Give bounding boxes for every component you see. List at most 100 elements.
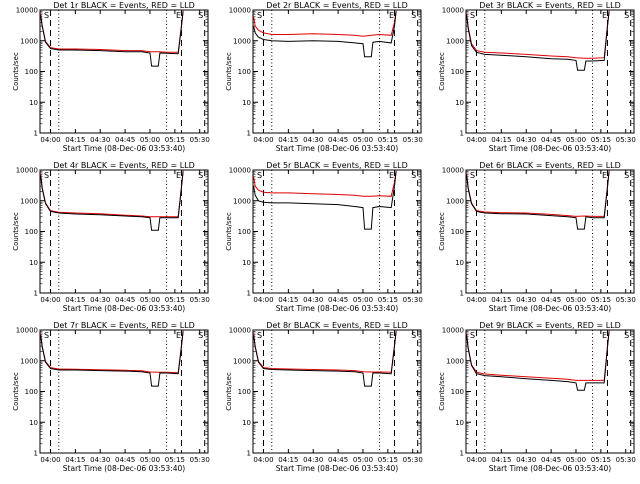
y-tick-label: 10 xyxy=(242,419,251,427)
series-lld-line xyxy=(466,10,610,59)
x-tick-label: 04:30 xyxy=(516,456,536,464)
chart-title: Det 1r BLACK = Events, RED = LLD xyxy=(53,1,195,10)
y-tick-label: 1 xyxy=(247,130,251,138)
chart-title: Det 8r BLACK = Events, RED = LLD xyxy=(266,321,408,330)
x-axis-label: Start Time (08-Dec-06 03:53:40) xyxy=(276,304,398,313)
y-tick-label: 100 xyxy=(238,68,251,76)
corner-label: S xyxy=(198,331,203,340)
chart-panel-9: Det 9r BLACK = Events, RED = LLD 1 10 100 10… xyxy=(438,321,636,473)
corner-label: S xyxy=(470,171,475,180)
x-tick-label: 04:15 xyxy=(65,136,85,144)
y-tick-label: 10000 xyxy=(229,327,251,335)
x-tick-label: 05:15 xyxy=(591,456,611,464)
chart-panel-6: Det 6r BLACK = Events, RED = LLD 1 10 100 10… xyxy=(438,161,636,313)
y-tick-label: 10 xyxy=(455,259,464,267)
corner-label: E xyxy=(602,11,607,20)
y-tick-label: 100 xyxy=(451,228,464,236)
x-tick-label: 05:00 xyxy=(140,296,160,304)
chart-panel-1: Det 1r BLACK = Events, RED = LLD 1 10 100 10… xyxy=(12,1,210,153)
x-tick-label: 05:00 xyxy=(140,136,160,144)
y-tick-label: 100 xyxy=(25,388,38,396)
chart-panel-5: Det 5r BLACK = Events, RED = LLD 1 10 100 10… xyxy=(225,161,423,313)
corner-label: S xyxy=(470,11,475,20)
x-tick-label: 04:00 xyxy=(466,456,486,464)
plot-frame xyxy=(252,9,422,134)
corner-label: S xyxy=(624,171,629,180)
plot-frame xyxy=(39,169,209,294)
x-tick-label: 04:00 xyxy=(40,136,60,144)
chart-title: Det 7r BLACK = Events, RED = LLD xyxy=(53,321,195,330)
y-tick-label: 1 xyxy=(460,290,464,298)
x-tick-label: 05:30 xyxy=(190,456,210,464)
x-tick-label: 05:30 xyxy=(403,296,423,304)
x-tick-label: 04:30 xyxy=(90,456,110,464)
x-tick-label: 04:30 xyxy=(516,136,536,144)
x-tick-label: 05:15 xyxy=(378,296,398,304)
x-tick-label: 05:30 xyxy=(616,456,636,464)
corner-label: S xyxy=(198,11,203,20)
chart-title: Det 2r BLACK = Events, RED = LLD xyxy=(266,1,408,10)
x-tick-label: 04:30 xyxy=(303,136,323,144)
y-tick-label: 1000 xyxy=(446,197,464,205)
y-tick-label: 1 xyxy=(34,450,38,458)
series-lld-line xyxy=(253,170,397,197)
x-axis-label: Start Time (08-Dec-06 03:53:40) xyxy=(489,144,611,153)
corner-label: S xyxy=(411,171,416,180)
x-tick-label: 04:45 xyxy=(328,456,348,464)
x-tick-label: 04:00 xyxy=(466,136,486,144)
series-events-line xyxy=(253,331,397,387)
series-lld-line xyxy=(253,330,397,373)
y-tick-label: 1000 xyxy=(233,197,251,205)
y-tick-label: 1 xyxy=(247,450,251,458)
y-tick-label: 100 xyxy=(238,228,251,236)
corner-label: S xyxy=(198,171,203,180)
x-tick-label: 04:15 xyxy=(278,296,298,304)
y-tick-label: 10000 xyxy=(229,7,251,15)
x-tick-label: 04:15 xyxy=(65,456,85,464)
x-tick-label: 04:45 xyxy=(541,296,561,304)
y-axis-label: Counts/sec xyxy=(438,212,446,251)
y-tick-label: 1 xyxy=(460,130,464,138)
x-tick-label: 04:45 xyxy=(115,136,135,144)
corner-label: S xyxy=(44,11,49,20)
corner-label: E xyxy=(602,331,607,340)
y-tick-label: 1000 xyxy=(20,357,38,365)
x-axis-label: Start Time (08-Dec-06 03:53:40) xyxy=(276,144,398,153)
series-events-line xyxy=(466,11,610,71)
plot-frame xyxy=(465,329,635,454)
y-tick-label: 1 xyxy=(247,290,251,298)
x-tick-label: 05:00 xyxy=(566,296,586,304)
x-tick-label: 04:00 xyxy=(40,296,60,304)
x-tick-label: 04:45 xyxy=(541,456,561,464)
y-tick-label: 10 xyxy=(29,419,38,427)
y-tick-label: 1000 xyxy=(20,37,38,45)
x-tick-label: 05:30 xyxy=(403,136,423,144)
y-tick-label: 1 xyxy=(34,290,38,298)
x-tick-label: 04:30 xyxy=(90,136,110,144)
series-lld-line xyxy=(40,10,184,53)
corner-label: S xyxy=(257,171,262,180)
series-lld-line xyxy=(40,170,184,218)
y-tick-label: 1000 xyxy=(233,37,251,45)
y-tick-label: 10000 xyxy=(16,327,38,335)
series-lld-line xyxy=(253,10,397,37)
y-tick-label: 100 xyxy=(238,388,251,396)
x-tick-label: 04:45 xyxy=(541,136,561,144)
plot-frame xyxy=(39,329,209,454)
y-tick-label: 100 xyxy=(451,388,464,396)
chart-title: Det 3r BLACK = Events, RED = LLD xyxy=(479,1,621,10)
x-tick-label: 04:00 xyxy=(466,296,486,304)
y-tick-label: 1000 xyxy=(446,37,464,45)
x-tick-label: 05:30 xyxy=(190,136,210,144)
corner-label: E xyxy=(602,171,607,180)
x-tick-label: 04:45 xyxy=(115,456,135,464)
corner-label: S xyxy=(257,11,262,20)
y-tick-label: 10000 xyxy=(442,167,464,175)
y-tick-label: 1 xyxy=(460,450,464,458)
chart-title: Det 5r BLACK = Events, RED = LLD xyxy=(266,161,408,170)
y-axis-label: Counts/sec xyxy=(12,372,20,411)
chart-panel-7: Det 7r BLACK = Events, RED = LLD 1 10 100 10… xyxy=(12,321,210,473)
x-tick-label: 04:15 xyxy=(278,456,298,464)
corner-label: S xyxy=(257,331,262,340)
x-tick-label: 04:45 xyxy=(328,136,348,144)
